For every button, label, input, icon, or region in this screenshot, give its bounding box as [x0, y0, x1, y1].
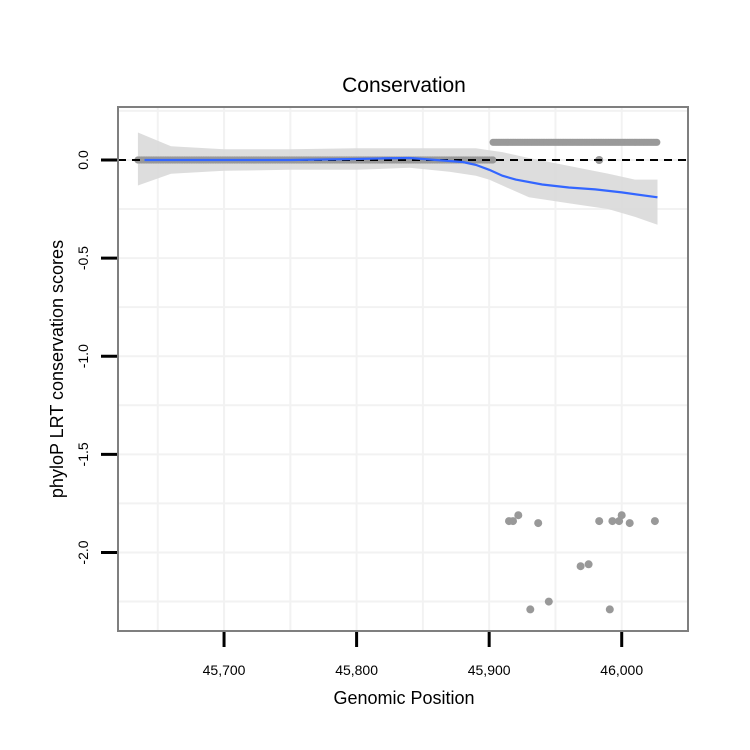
data-point: [625, 519, 634, 528]
y-tick-label: -0.5: [75, 246, 91, 270]
x-tick-label: 45,700: [203, 662, 246, 678]
confidence-band-layer: [137, 132, 658, 225]
y-axis-title: phyloP LRT conservation scores: [47, 240, 67, 498]
y-tick-label: -1.0: [75, 344, 91, 368]
data-point: [617, 511, 626, 520]
x-tick-label: 45,900: [468, 662, 511, 678]
x-tick-label: 46,000: [600, 662, 643, 678]
x-tick-label: 45,800: [335, 662, 378, 678]
confidence-band: [137, 132, 658, 225]
lines-layer: [118, 156, 688, 199]
data-point: [584, 560, 593, 569]
y-tick-label: 0.0: [75, 150, 91, 170]
data-point: [514, 511, 523, 520]
y-tick-label: -1.5: [75, 442, 91, 466]
x-axis-title: Genomic Position: [333, 688, 474, 708]
data-point: [653, 138, 661, 146]
data-point: [534, 519, 543, 528]
smooth-fit-line: [144, 156, 658, 199]
data-point: [595, 517, 604, 526]
data-point: [489, 156, 497, 164]
data-point: [576, 562, 585, 571]
y-tick-label: -2.0: [75, 540, 91, 564]
data-point: [509, 517, 517, 526]
axes: 45,700 45,800 45,900 46,000 0.0 -0.5 -1.0 -1.5 -…: [75, 150, 643, 678]
panel-border: [117, 106, 689, 632]
data-point: [544, 597, 553, 606]
grid-lines: [118, 107, 689, 631]
data-point: [608, 517, 617, 526]
chart-title: Conservation: [342, 74, 466, 97]
data-point: [650, 517, 659, 526]
data-point: [605, 605, 614, 614]
data-point: [526, 605, 535, 614]
